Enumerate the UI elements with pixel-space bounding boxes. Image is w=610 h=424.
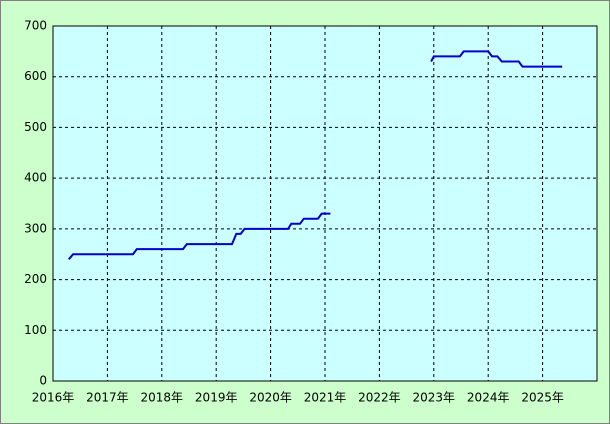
y-tick-label: 500 — [24, 120, 47, 134]
x-tick-label: 2024年 — [467, 391, 510, 405]
y-tick-label: 100 — [24, 323, 47, 337]
data-line — [68, 50, 563, 260]
y-tick-label: 400 — [24, 171, 47, 185]
plot-border — [52, 25, 598, 382]
y-tick-label: 700 — [24, 19, 47, 33]
y-tick-label: 600 — [24, 69, 47, 83]
x-tick-label: 2020年 — [249, 391, 292, 405]
x-tick-label: 2025年 — [521, 391, 564, 405]
x-tick-label: 2017年 — [86, 391, 129, 405]
x-tick-label: 2019年 — [195, 391, 238, 405]
x-tick-label: 2018年 — [141, 391, 184, 405]
x-tick-label: 2023年 — [413, 391, 456, 405]
x-tick-label: 2016年 — [32, 391, 75, 405]
x-tick-label: 2022年 — [358, 391, 401, 405]
y-tick-label: 300 — [24, 221, 47, 235]
x-tick-label: 2021年 — [304, 391, 347, 405]
y-tick-label: 0 — [39, 374, 47, 388]
y-tick-label: 200 — [24, 272, 47, 286]
